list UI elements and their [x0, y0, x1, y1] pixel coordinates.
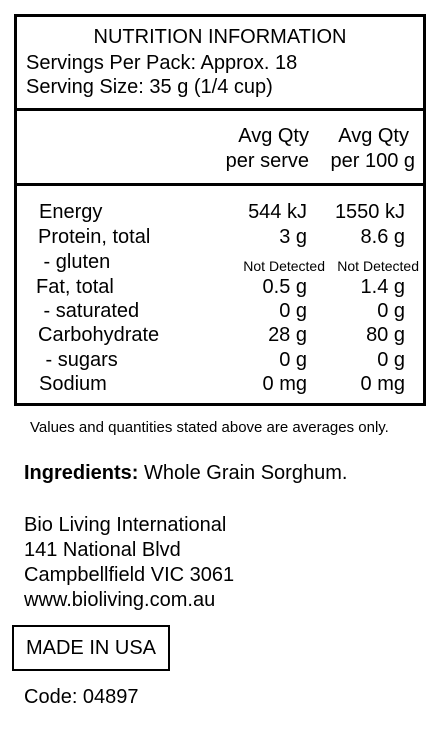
- row-serve-carbohydrate: 28 g: [268, 324, 307, 346]
- row-label-fat: Fat, total: [36, 276, 114, 298]
- city-address: Campbellfield VIC 3061: [24, 564, 235, 586]
- col-per-serve-line1: Avg Qty: [238, 125, 309, 147]
- made-in-badge: MADE IN USA: [12, 625, 170, 671]
- row-serve-protein: 3 g: [279, 226, 307, 248]
- row-100g-gluten: Not Detected: [337, 258, 419, 274]
- col-per-100g-line1: Avg Qty: [338, 125, 409, 147]
- nutrition-panel: NUTRITION INFORMATION Servings Per Pack:…: [14, 14, 426, 406]
- column-divider: [17, 183, 423, 186]
- ingredients: Ingredients: Whole Grain Sorghum.: [24, 462, 347, 485]
- row-100g-protein: 8.6 g: [360, 226, 405, 248]
- row-label-protein: Protein, total: [38, 226, 151, 248]
- street-address: 141 National Blvd: [24, 539, 181, 561]
- row-label-sodium: Sodium: [39, 373, 107, 395]
- row-serve-sodium: 0 mg: [262, 373, 307, 395]
- row-100g-sodium: 0 mg: [360, 373, 405, 395]
- row-label-energy: Energy: [39, 201, 103, 223]
- row-serve-fat: 0.5 g: [262, 276, 307, 298]
- product-code: Code: 04897: [24, 686, 139, 708]
- serving-size: Serving Size: 35 g (1/4 cup): [26, 76, 273, 98]
- row-serve-gluten: Not Detected: [243, 258, 325, 274]
- col-per-100g-line2: per 100 g: [330, 150, 415, 172]
- row-serve-sugars: 0 g: [279, 349, 307, 371]
- row-100g-sugars: 0 g: [377, 349, 405, 371]
- row-label-saturated: - saturated: [38, 300, 140, 322]
- row-label-carbohydrate: Carbohydrate: [38, 324, 160, 346]
- header-divider: [17, 108, 423, 111]
- company-name: Bio Living International: [24, 514, 227, 536]
- col-per-serve-line2: per serve: [225, 150, 309, 172]
- row-100g-saturated: 0 g: [377, 300, 405, 322]
- row-label-gluten: - gluten: [38, 251, 111, 273]
- servings-per-pack: Servings Per Pack: Approx. 18: [26, 52, 298, 74]
- averages-footnote: Values and quantities stated above are a…: [30, 419, 389, 436]
- row-serve-saturated: 0 g: [279, 300, 307, 322]
- panel-title: NUTRITION INFORMATION: [93, 26, 347, 48]
- row-serve-energy: 544 kJ: [248, 201, 307, 223]
- website: www.bioliving.com.au: [24, 589, 216, 611]
- ingredients-label: Ingredients:: [24, 462, 139, 484]
- row-100g-carbohydrate: 80 g: [366, 324, 405, 346]
- row-label-sugars: - sugars: [40, 349, 118, 371]
- row-100g-energy: 1550 kJ: [334, 201, 405, 223]
- row-100g-fat: 1.4 g: [360, 276, 405, 298]
- ingredients-text: Whole Grain Sorghum.: [138, 462, 348, 484]
